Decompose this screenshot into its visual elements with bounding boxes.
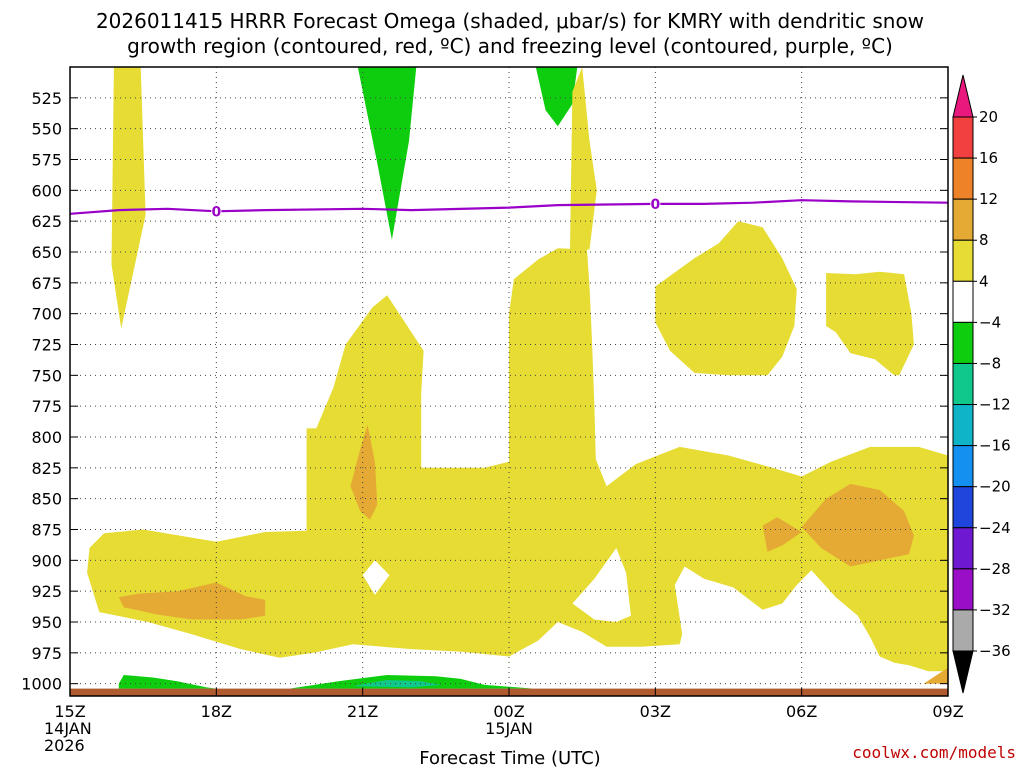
colorbar-label: −24: [979, 519, 1011, 537]
y-tick-label: 600: [31, 181, 62, 200]
x-tick-label: 06Z: [786, 702, 817, 721]
colorbar-label: −36: [979, 642, 1011, 660]
x-tick-label: 15JAN: [485, 719, 533, 738]
colorbar-label: 12: [979, 190, 998, 208]
y-tick-label: 900: [31, 551, 62, 570]
colorbar-segment: [953, 446, 973, 487]
x-tick-label: 18Z: [201, 702, 232, 721]
y-tick-label: 525: [31, 89, 62, 108]
colorbar-label: 4: [979, 272, 989, 290]
y-tick-label: 650: [31, 243, 62, 262]
colorbar-bottom-triangle: [953, 651, 973, 693]
x-tick-label: 2026: [44, 736, 85, 755]
colorbar-segment: [953, 363, 973, 404]
colorbar-segment: [953, 322, 973, 363]
y-tick-label: 625: [31, 212, 62, 231]
y-tick-label: 550: [31, 120, 62, 139]
y-tick-label: 1000: [21, 675, 62, 694]
colorbar-segment: [953, 405, 973, 446]
colorbar-segment: [953, 569, 973, 610]
colorbar: 20 16 12 8 4 −4 −8 −12 −16 −20 −24 −28 −32 −36: [953, 75, 1011, 693]
y-tick-label: 700: [31, 305, 62, 324]
y-tick-label: 825: [31, 459, 62, 478]
colorbar-top-triangle: [953, 75, 973, 117]
colorbar-label: 8: [979, 231, 989, 249]
colorbar-segment: [953, 117, 973, 158]
x-tick-label: 09Z: [932, 702, 963, 721]
colorbar-segment: [953, 240, 973, 281]
y-tick-label: 875: [31, 521, 62, 540]
colorbar-segment: [953, 199, 973, 240]
y-tick-label: 775: [31, 397, 62, 416]
colorbar-label: −16: [979, 437, 1011, 455]
freezing-level-label: 0: [211, 204, 221, 220]
colorbar-label: −12: [979, 396, 1011, 414]
colorbar-segment: [953, 487, 973, 528]
y-tick-label: 675: [31, 274, 62, 293]
freezing-level-label: 0: [650, 197, 660, 213]
plot-area: 0 0 525 550 575 600 625 650 675 700 725 750 775 800 82…: [21, 67, 963, 755]
y-tick-label: 750: [31, 366, 62, 385]
y-tick-label: 950: [31, 613, 62, 632]
colorbar-segment: [953, 528, 973, 569]
chart-title-line-2: growth region (contoured, red, ºC) and f…: [127, 34, 893, 58]
colorbar-label: −32: [979, 601, 1011, 619]
colorbar-label: −4: [979, 313, 1001, 331]
colorbar-label: −8: [979, 354, 1001, 372]
y-tick-label: 925: [31, 582, 62, 601]
x-tick-label: 03Z: [640, 702, 671, 721]
colorbar-segment: [953, 281, 973, 322]
chart-title-line-1: 2026011415 HRRR Forecast Omega (shaded, …: [96, 9, 924, 33]
y-tick-label: 575: [31, 151, 62, 170]
x-tick-label: 21Z: [347, 702, 378, 721]
y-tick-label: 800: [31, 428, 62, 447]
colorbar-label: 16: [979, 149, 998, 167]
credit-text: coolwx.com/models: [852, 743, 1016, 762]
colorbar-label: −20: [979, 478, 1011, 496]
colorbar-label: −28: [979, 560, 1011, 578]
colorbar-segment: [953, 610, 973, 651]
colorbar-segment: [953, 158, 973, 199]
y-tick-label: 850: [31, 490, 62, 509]
colorbar-label: 20: [979, 108, 998, 126]
x-axis-label: Forecast Time (UTC): [419, 748, 600, 768]
y-tick-label: 975: [31, 644, 62, 663]
y-tick-label: 725: [31, 336, 62, 355]
